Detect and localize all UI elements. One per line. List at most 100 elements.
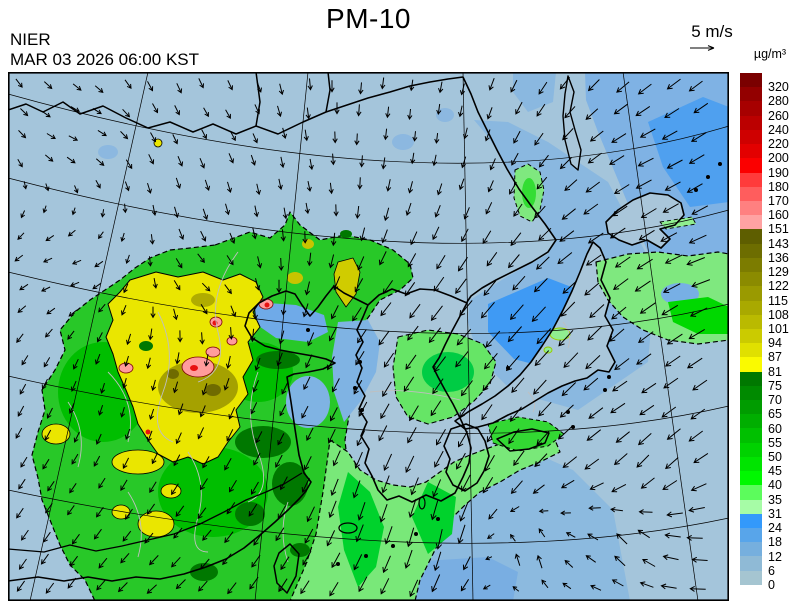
- graticule: [7, 93, 730, 164]
- legend-band-label: 12: [768, 549, 782, 564]
- olive-inner-b: [191, 293, 215, 307]
- island-tsushima: [418, 496, 426, 510]
- coast-north-border: [255, 71, 261, 127]
- yellow-patch-a: [41, 423, 71, 445]
- legend-band-swatch: [740, 144, 762, 159]
- blue-bohai: [254, 302, 328, 342]
- legend-band-label: 18: [768, 535, 782, 550]
- island-dots: [414, 532, 418, 536]
- legend-band-label: 151: [768, 222, 789, 237]
- legend-band-swatch: [740, 371, 762, 386]
- map-border: [8, 72, 730, 602]
- legend-band-label: 260: [768, 108, 789, 123]
- legend-band-swatch: [740, 87, 762, 102]
- legend-band-label: 65: [768, 407, 782, 422]
- legend-band-swatch: [740, 257, 762, 273]
- legend-band-swatch: [740, 286, 762, 301]
- graticule: [29, 71, 149, 602]
- legend-band-label: 115: [768, 293, 788, 308]
- units-label: µg/m³: [753, 47, 787, 61]
- legend-band-swatch: [740, 243, 762, 258]
- legend-band-swatch: [740, 300, 762, 315]
- coast-north-border: [325, 71, 331, 113]
- graticule: [7, 375, 730, 434]
- legend-band-label: 87: [768, 350, 782, 365]
- plume-east-japan-core: [668, 297, 729, 334]
- legend-band-label: 200: [768, 151, 789, 166]
- graticule: [7, 489, 730, 544]
- graticule: [254, 71, 309, 602]
- ocean-strait-north: [513, 72, 556, 112]
- legend-band-swatch: [740, 400, 762, 415]
- legend-band-label: 220: [768, 137, 789, 152]
- legend-band-label: 0: [768, 578, 775, 592]
- province-lines: [197, 251, 239, 383]
- legend-band-swatch: [740, 129, 762, 145]
- island-dots: [571, 425, 575, 429]
- island-dots: [706, 175, 710, 179]
- island-dots: [718, 162, 722, 166]
- legend-band-label: 320: [768, 80, 789, 95]
- legend-band-label: 240: [768, 122, 789, 137]
- darkgreen-g: [190, 563, 218, 581]
- coast-taiwan: [273, 543, 300, 594]
- legend-band-swatch: [740, 73, 762, 88]
- pink-b: [205, 346, 221, 358]
- darkgreen-h: [290, 543, 310, 557]
- island-dots: [306, 328, 310, 332]
- page-title: PM-10: [326, 3, 411, 34]
- legend-band-label: 45: [768, 464, 782, 479]
- legend-band-label: 81: [768, 364, 782, 379]
- legend-band-swatch: [740, 115, 762, 130]
- legend-band-label: 50: [768, 450, 782, 464]
- forecast-datetime: MAR 03 2026 06:00 KST: [10, 50, 200, 69]
- darkgreen-d: [256, 351, 300, 369]
- legend-band-label: 101: [768, 322, 789, 336]
- yellow-patch-e: [160, 483, 182, 499]
- legend-band-label: 108: [768, 307, 789, 322]
- legend-band-label: 190: [768, 165, 789, 180]
- darkgreen-f: [340, 230, 352, 238]
- legend-band-label: 280: [768, 94, 789, 109]
- legend-band-label: 40: [768, 478, 782, 493]
- legend-band-label: 70: [768, 393, 782, 408]
- coast-sakhalin: [562, 75, 582, 171]
- coast-russia: [462, 76, 557, 303]
- island-dots: [607, 375, 611, 379]
- forecast-map-container: [7, 71, 730, 602]
- legend-band-swatch: [740, 314, 762, 329]
- coast-north-border: [7, 76, 464, 135]
- plume-primorye-core: [522, 178, 536, 208]
- legend-band-swatch: [740, 513, 762, 528]
- legend-band-swatch: [740, 414, 762, 429]
- island-dots: [364, 554, 368, 558]
- legend-band-label: 129: [768, 265, 789, 280]
- province-lines: [127, 491, 142, 558]
- legend-band-swatch: [740, 428, 762, 443]
- red-c: [264, 302, 270, 308]
- legend-band-swatch: [740, 385, 762, 401]
- legend-band-swatch: [740, 570, 762, 585]
- legend-band-label: 6: [768, 563, 775, 578]
- blue-shandong-se: [286, 376, 330, 428]
- legend-band-swatch: [740, 186, 762, 201]
- legend-band-swatch: [740, 528, 762, 543]
- yellow-patch-c: [137, 510, 175, 538]
- legend-band-swatch: [740, 172, 762, 187]
- legend-band-swatch: [740, 471, 762, 486]
- province-lines: [156, 311, 174, 443]
- land-honshu: [455, 242, 615, 429]
- province-lines: [67, 401, 82, 468]
- graticule: [622, 71, 699, 602]
- olive-dark-a: [205, 384, 221, 396]
- province-lines: [107, 371, 131, 443]
- legend-band-swatch: [740, 542, 762, 557]
- wind-scale-label: 5 m/s: [691, 22, 733, 41]
- wind-arrows: [14, 76, 711, 598]
- darkgreen-e: [139, 341, 153, 351]
- river-yangtze: [7, 472, 303, 553]
- province-lines: [247, 371, 265, 503]
- legend-band-swatch: [740, 200, 762, 216]
- legend-band-label: 60: [768, 421, 782, 436]
- legend-band-label: 24: [768, 521, 782, 536]
